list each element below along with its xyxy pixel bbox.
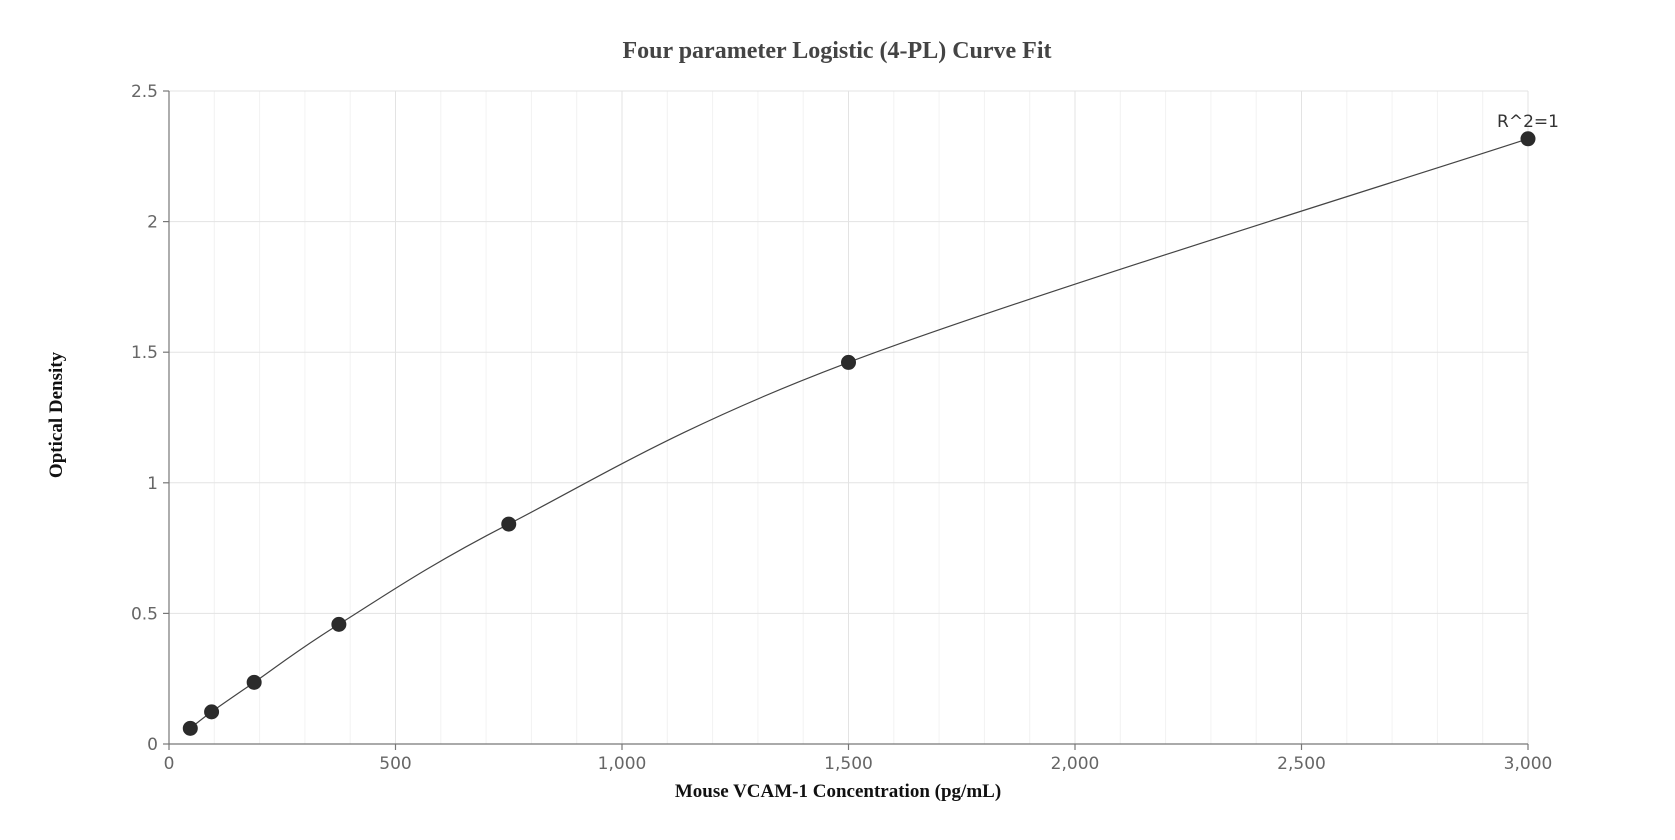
tick-labels: 0 500 1,000 1,500 2,000 2,500 3,000 0 0.5 1 1.5 2 2.… xyxy=(131,82,1552,774)
x-axis-title: Mouse VCAM-1 Concentration (pg/mL) xyxy=(675,781,1001,802)
axes xyxy=(163,90,1529,750)
data-point xyxy=(331,616,347,632)
major-grid xyxy=(169,90,1529,744)
fit-curve xyxy=(189,138,1529,729)
minor-grid xyxy=(213,91,1484,744)
x-tick-label: 3,000 xyxy=(1504,754,1553,774)
x-tick-label: 0 xyxy=(164,754,175,774)
data-point xyxy=(182,720,198,736)
data-point xyxy=(1520,131,1536,147)
x-tick-label: 1,000 xyxy=(598,754,647,774)
x-tick-label: 500 xyxy=(379,754,411,774)
data-point xyxy=(204,704,220,720)
y-tick-label: 1.5 xyxy=(131,343,158,363)
annotations: R^2=1 xyxy=(1497,112,1559,132)
y-axis-title: Optical Density xyxy=(46,351,67,478)
y-tick-label: 0.5 xyxy=(131,604,158,624)
fit-curve-group xyxy=(189,138,1529,729)
x-tick-label: 2,000 xyxy=(1051,754,1100,774)
y-tick-label: 2 xyxy=(147,213,158,233)
data-point xyxy=(501,516,517,532)
x-tick-label: 1,500 xyxy=(824,754,873,774)
data-point xyxy=(841,354,856,370)
r-squared-annotation: R^2=1 xyxy=(1497,112,1559,132)
y-tick-label: 2.5 xyxy=(131,82,158,102)
y-tick-label: 0 xyxy=(147,735,158,755)
data-points xyxy=(182,131,1536,736)
data-point xyxy=(246,674,262,690)
x-tick-label: 2,500 xyxy=(1277,754,1326,774)
chart-title: Four parameter Logistic (4-PL) Curve Fit xyxy=(622,38,1051,64)
y-tick-label: 1 xyxy=(147,474,158,494)
